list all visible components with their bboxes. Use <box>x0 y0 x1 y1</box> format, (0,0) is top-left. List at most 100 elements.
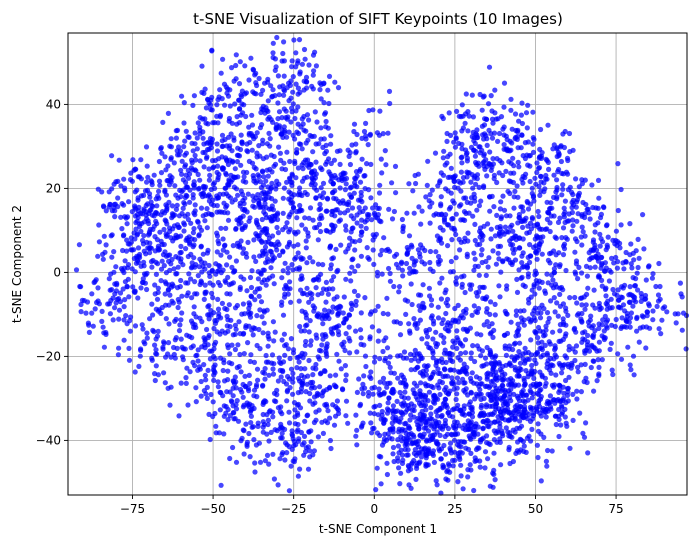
scatter-point <box>605 234 611 240</box>
scatter-point <box>442 417 448 423</box>
scatter-point <box>592 264 598 270</box>
scatter-point <box>492 233 498 239</box>
scatter-point <box>203 289 209 295</box>
scatter-point <box>188 165 194 171</box>
scatter-point <box>173 235 179 241</box>
scatter-point <box>168 261 174 267</box>
scatter-point <box>527 178 533 185</box>
scatter-point <box>204 225 210 231</box>
scatter-point <box>493 261 499 267</box>
scatter-point <box>430 384 436 391</box>
scatter-point <box>450 414 456 420</box>
scatter-point <box>499 372 505 378</box>
scatter-point <box>623 317 629 323</box>
scatter-point <box>257 307 263 313</box>
scatter-point <box>138 346 144 352</box>
scatter-point <box>78 301 84 308</box>
scatter-point <box>565 171 571 177</box>
scatter-point <box>240 301 246 307</box>
scatter-point <box>557 215 563 221</box>
scatter-point <box>401 377 408 383</box>
scatter-point <box>574 312 581 318</box>
scatter-point <box>445 477 451 483</box>
scatter-point <box>559 192 565 198</box>
scatter-point <box>279 302 285 308</box>
scatter-point <box>266 114 272 120</box>
scatter-point <box>312 49 318 55</box>
scatter-point <box>571 326 577 333</box>
scatter-point <box>260 419 266 425</box>
scatter-point <box>609 367 615 373</box>
scatter-point <box>248 420 254 426</box>
scatter-point <box>345 246 351 252</box>
scatter-point <box>463 195 469 201</box>
scatter-point <box>161 370 167 376</box>
scatter-point <box>224 313 230 319</box>
scatter-point <box>451 178 457 184</box>
scatter-point <box>182 138 188 144</box>
scatter-point <box>269 180 275 186</box>
scatter-point <box>428 374 434 380</box>
scatter-point <box>632 283 638 289</box>
scatter-point <box>329 190 336 196</box>
scatter-point <box>205 247 211 253</box>
scatter-point <box>459 146 465 152</box>
scatter-point <box>247 358 253 365</box>
scatter-point <box>564 355 570 361</box>
scatter-point <box>503 352 509 358</box>
scatter-point <box>300 355 306 361</box>
scatter-point <box>419 208 425 214</box>
scatter-point <box>288 78 294 84</box>
scatter-point <box>257 125 263 131</box>
scatter-point <box>390 444 397 451</box>
scatter-point <box>570 223 576 229</box>
scatter-point <box>349 225 355 232</box>
scatter-point <box>337 161 343 167</box>
scatter-point <box>377 356 383 362</box>
scatter-point <box>543 380 549 386</box>
scatter-point <box>410 188 416 194</box>
scatter-point <box>224 306 230 313</box>
scatter-point <box>536 305 543 311</box>
scatter-point <box>538 310 544 316</box>
scatter-point <box>294 355 300 361</box>
scatter-point <box>569 228 575 234</box>
scatter-point <box>229 264 235 270</box>
scatter-point <box>338 366 344 372</box>
scatter-point <box>195 358 201 364</box>
scatter-point <box>178 380 184 386</box>
scatter-point <box>354 389 360 395</box>
scatter-point <box>408 485 414 491</box>
scatter-point <box>322 307 328 313</box>
scatter-point <box>424 182 430 188</box>
x-tick-label: 0 <box>370 502 378 516</box>
scatter-point <box>192 279 198 285</box>
scatter-point <box>494 212 500 218</box>
scatter-point <box>287 355 293 362</box>
scatter-point <box>211 377 217 383</box>
scatter-point <box>560 182 566 188</box>
scatter-point <box>525 102 531 108</box>
grid-lines <box>68 33 687 495</box>
scatter-point <box>133 166 139 172</box>
scatter-point <box>585 450 591 456</box>
scatter-point <box>268 265 274 271</box>
scatter-point <box>313 195 319 201</box>
scatter-point <box>396 289 402 295</box>
scatter-point <box>628 310 635 316</box>
scatter-point <box>179 293 185 299</box>
scatter-point <box>282 457 288 463</box>
scatter-point <box>519 100 525 106</box>
scatter-point <box>260 401 266 407</box>
scatter-point <box>227 351 233 357</box>
scatter-point <box>408 367 414 373</box>
scatter-point <box>391 370 397 376</box>
scatter-point <box>162 154 168 160</box>
scatter-point <box>508 398 514 404</box>
scatter-point <box>506 447 512 453</box>
scatter-point <box>124 321 130 327</box>
scatter-point <box>228 317 234 323</box>
scatter-point <box>401 349 408 355</box>
scatter-point <box>438 332 444 338</box>
scatter-point <box>598 211 605 217</box>
